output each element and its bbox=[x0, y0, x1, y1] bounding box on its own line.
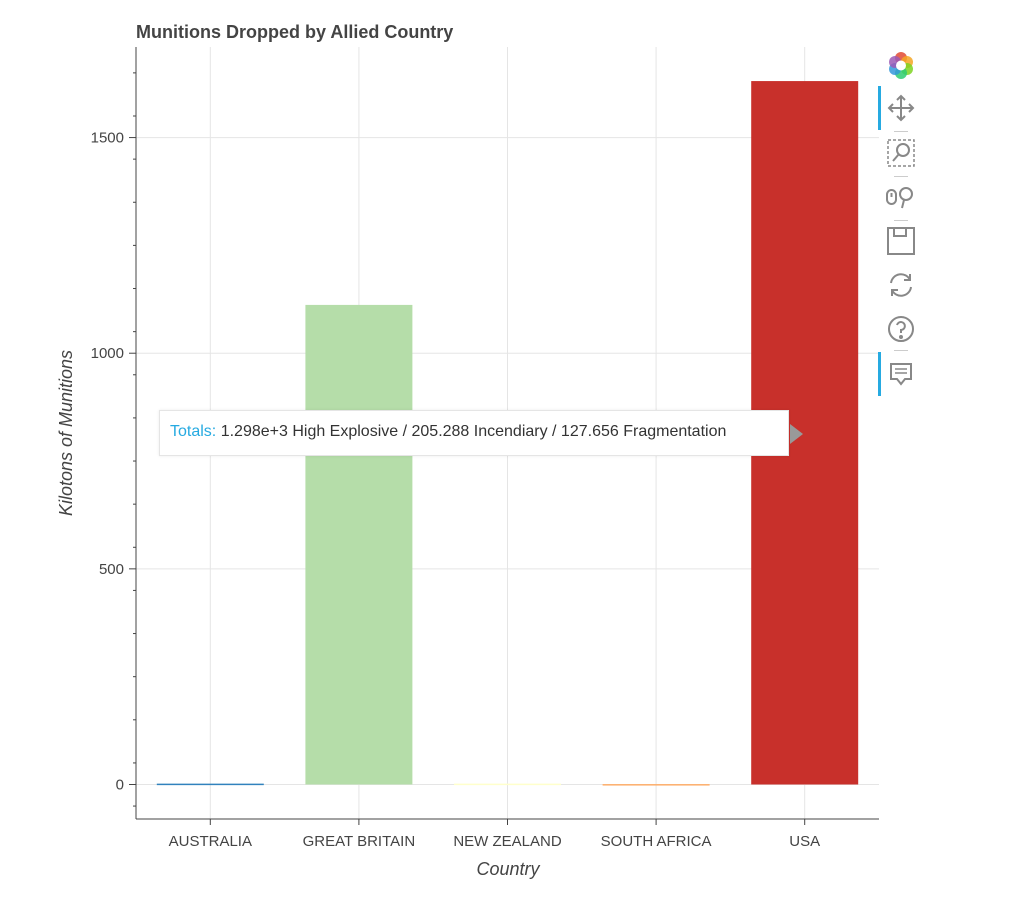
y-tick-label: 1000 bbox=[91, 345, 124, 362]
save-tool-icon[interactable] bbox=[884, 224, 918, 258]
y-tick-label: 1500 bbox=[91, 130, 124, 147]
wheel-zoom-tool-icon[interactable] bbox=[884, 180, 918, 214]
toolbar-separator bbox=[894, 220, 908, 221]
help-tool-icon[interactable] bbox=[884, 312, 918, 346]
chart-title: Munitions Dropped by Allied Country bbox=[136, 22, 454, 42]
bar-new-zealand[interactable] bbox=[454, 783, 561, 786]
x-tick-label: AUSTRALIA bbox=[169, 833, 252, 850]
x-axis-title: Country bbox=[476, 859, 540, 879]
tooltip-value: 1.298e+3 High Explosive / 205.288 Incend… bbox=[220, 423, 727, 440]
y-tick-label: 500 bbox=[99, 561, 124, 578]
toolbar bbox=[878, 46, 924, 406]
active-indicator-hover bbox=[878, 352, 881, 396]
hover-tool-icon[interactable] bbox=[884, 357, 918, 391]
bars[interactable] bbox=[156, 81, 859, 786]
tooltip-arrow bbox=[790, 424, 803, 444]
reset-tool-icon[interactable] bbox=[884, 268, 918, 302]
x-tick-label: NEW ZEALAND bbox=[453, 833, 562, 850]
axes: 0 500 1000 1500 AUSTRALIA GREAT BRITAIN NEW ZE… bbox=[91, 47, 879, 850]
x-tick-label: SOUTH AFRICA bbox=[601, 833, 712, 850]
x-tick-label: USA bbox=[789, 833, 820, 850]
box-zoom-tool-icon[interactable] bbox=[884, 136, 918, 170]
y-tick-label: 0 bbox=[116, 776, 124, 793]
tooltip-label: Totals: bbox=[170, 423, 217, 440]
bar-australia[interactable] bbox=[156, 783, 264, 786]
active-indicator-pan bbox=[878, 86, 881, 130]
hover-tooltip: Totals: 1.298e+3 High Explosive / 205.28… bbox=[159, 410, 789, 456]
toolbar-separator bbox=[894, 131, 908, 132]
y-axis-title: Kilotons of Munitions bbox=[56, 350, 76, 516]
toolbar-separator bbox=[894, 176, 908, 177]
toolbar-separator bbox=[894, 350, 908, 351]
pan-tool-icon[interactable] bbox=[884, 91, 918, 125]
bar-great-britain[interactable] bbox=[305, 304, 413, 785]
bar-south-africa[interactable] bbox=[602, 784, 710, 786]
bokeh-logo-icon[interactable] bbox=[884, 48, 918, 82]
x-tick-label: GREAT BRITAIN bbox=[303, 833, 416, 850]
